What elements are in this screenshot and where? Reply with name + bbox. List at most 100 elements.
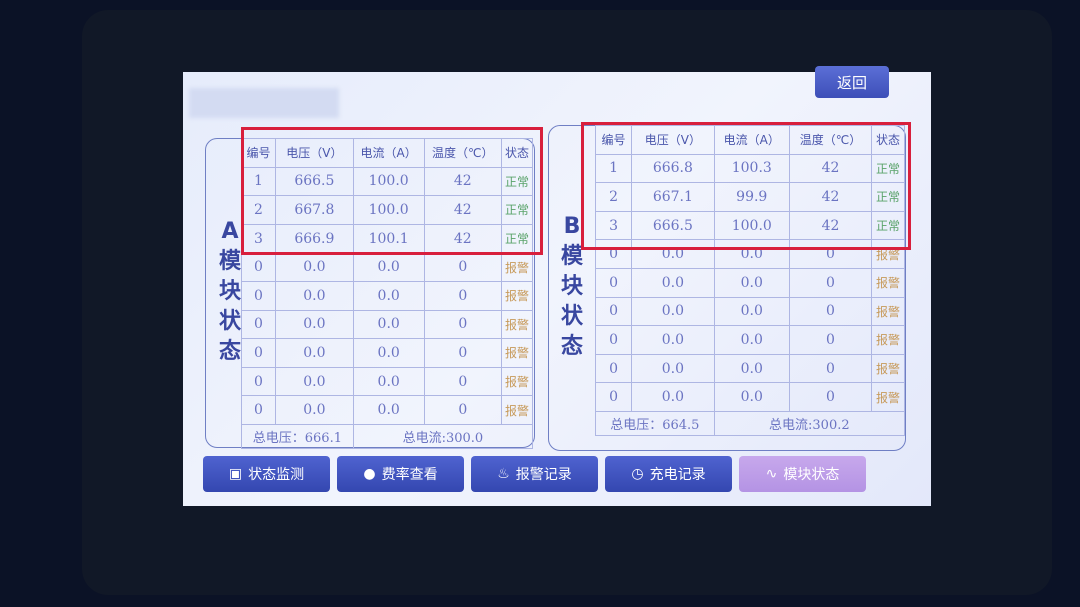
current-cell: 99.9 xyxy=(713,182,790,212)
totals-row: 总电压：666.1 总电流:300.0 xyxy=(241,423,534,449)
current-cell: 0.0 xyxy=(713,296,790,327)
status-cell: 正常 xyxy=(871,182,905,212)
voltage-cell: 0.0 xyxy=(274,395,354,425)
current-cell: 0.0 xyxy=(713,239,790,269)
alarm-icon: ♨ xyxy=(497,466,510,482)
current-cell: 0.0 xyxy=(352,338,425,368)
current-cell: 100.1 xyxy=(352,223,425,254)
column-header: 温度（℃） xyxy=(788,125,873,155)
id-cell: 0 xyxy=(594,296,633,327)
label-char: 块 xyxy=(560,274,583,299)
current-cell: 0.0 xyxy=(713,325,790,355)
id-cell: 0 xyxy=(594,353,633,384)
label-char: B xyxy=(563,214,581,239)
clock-icon: ◷ xyxy=(631,466,644,482)
voltage-cell: 0.0 xyxy=(274,366,354,397)
status-cell: 报警 xyxy=(871,325,905,355)
current-cell: 0.0 xyxy=(713,382,790,412)
id-cell: 0 xyxy=(594,239,633,269)
temperature-cell: 0 xyxy=(788,382,873,412)
column-header: 电流（A） xyxy=(352,138,425,168)
nav-button-3[interactable]: ♨ 报警记录 xyxy=(471,456,598,492)
table-row: 0 0.0 0.0 0 报警 xyxy=(241,252,534,282)
id-cell: 0 xyxy=(241,280,276,311)
nav-button-2[interactable]: ● 费率查看 xyxy=(337,456,464,492)
temperature-cell: 0 xyxy=(788,325,873,355)
table-row: 0 0.0 0.0 0 报警 xyxy=(241,395,534,425)
redacted-title xyxy=(189,88,339,118)
chart-line-icon: ∿ xyxy=(765,466,778,482)
table-row: 0 0.0 0.0 0 报警 xyxy=(241,309,534,340)
header-row: 编号 电压（V） 电流（A） 温度（℃） 状态 xyxy=(594,125,905,155)
column-header: 电压（V） xyxy=(631,125,715,155)
temperature-cell: 0 xyxy=(423,338,502,368)
status-cell: 报警 xyxy=(500,280,534,311)
column-header: 编号 xyxy=(594,125,633,155)
nav-label: 充电记录 xyxy=(649,467,706,483)
temperature-cell: 0 xyxy=(423,309,502,340)
status-cell: 正常 xyxy=(500,166,534,197)
voltage-cell: 0.0 xyxy=(631,296,715,327)
label-char: 状 xyxy=(560,304,583,329)
nav-label: 报警记录 xyxy=(515,467,572,483)
voltage-cell: 666.9 xyxy=(274,223,354,254)
status-cell: 正常 xyxy=(871,153,905,184)
voltage-cell: 0.0 xyxy=(631,325,715,355)
status-cell: 报警 xyxy=(500,252,534,282)
id-cell: 0 xyxy=(594,382,633,412)
id-cell: 0 xyxy=(594,325,633,355)
temperature-cell: 42 xyxy=(423,223,502,254)
label-char: 状 xyxy=(218,309,241,334)
id-cell: 1 xyxy=(241,166,276,197)
nav-button-1[interactable]: ▣ 状态监测 xyxy=(203,456,330,492)
table-row: 0 0.0 0.0 0 报警 xyxy=(241,338,534,368)
status-cell: 报警 xyxy=(871,353,905,384)
back-button[interactable]: 返回 xyxy=(815,66,889,98)
table-row: 1 666.8 100.3 42 正常 xyxy=(594,153,905,184)
table-row: 0 0.0 0.0 0 报警 xyxy=(594,382,905,412)
total-voltage: 总电压：664.5 xyxy=(595,410,715,436)
table-row: 2 667.1 99.9 42 正常 xyxy=(594,182,905,212)
column-header: 状态 xyxy=(500,138,534,168)
voltage-cell: 0.0 xyxy=(631,353,715,384)
nav-button-4[interactable]: ◷ 充电记录 xyxy=(605,456,732,492)
current-cell: 0.0 xyxy=(352,280,425,311)
status-cell: 报警 xyxy=(871,382,905,412)
nav-label: 模块状态 xyxy=(783,467,840,483)
voltage-cell: 0.0 xyxy=(274,280,354,311)
id-cell: 0 xyxy=(241,338,276,368)
temperature-cell: 0 xyxy=(788,353,873,384)
table-row: 3 666.9 100.1 42 正常 xyxy=(241,223,534,254)
column-header: 电压（V） xyxy=(274,138,354,168)
temperature-cell: 42 xyxy=(788,182,873,212)
label-char: 模 xyxy=(218,249,241,274)
label-char: 态 xyxy=(560,334,583,359)
table-row: 0 0.0 0.0 0 报警 xyxy=(241,280,534,311)
voltage-cell: 667.1 xyxy=(631,182,715,212)
current-cell: 0.0 xyxy=(713,353,790,384)
table-row: 0 0.0 0.0 0 报警 xyxy=(594,239,905,269)
table-row: 0 0.0 0.0 0 报警 xyxy=(594,353,905,384)
current-cell: 100.0 xyxy=(352,166,425,197)
label-char: 块 xyxy=(218,279,241,304)
status-cell: 报警 xyxy=(500,366,534,397)
module-b-table: 编号 电压（V） 电流（A） 温度（℃） 状态 1 666.8 100.3 42 正常 2 667.1… xyxy=(594,125,906,436)
current-cell: 0.0 xyxy=(352,395,425,425)
nav-button-5[interactable]: ∿ 模块状态 xyxy=(739,456,866,492)
table-row: 3 666.5 100.0 42 正常 xyxy=(594,210,905,241)
voltage-cell: 0.0 xyxy=(274,309,354,340)
nav-label: 费率查看 xyxy=(381,467,438,483)
table-row: 0 0.0 0.0 0 报警 xyxy=(594,296,905,327)
nav-label: 状态监测 xyxy=(248,467,305,483)
status-cell: 报警 xyxy=(871,267,905,298)
id-cell: 2 xyxy=(594,182,633,212)
rate-icon: ● xyxy=(363,466,376,482)
id-cell: 0 xyxy=(241,252,276,282)
current-cell: 0.0 xyxy=(352,366,425,397)
voltage-cell: 0.0 xyxy=(274,252,354,282)
total-current: 总电流:300.2 xyxy=(713,410,906,436)
label-char: 模 xyxy=(560,244,583,269)
